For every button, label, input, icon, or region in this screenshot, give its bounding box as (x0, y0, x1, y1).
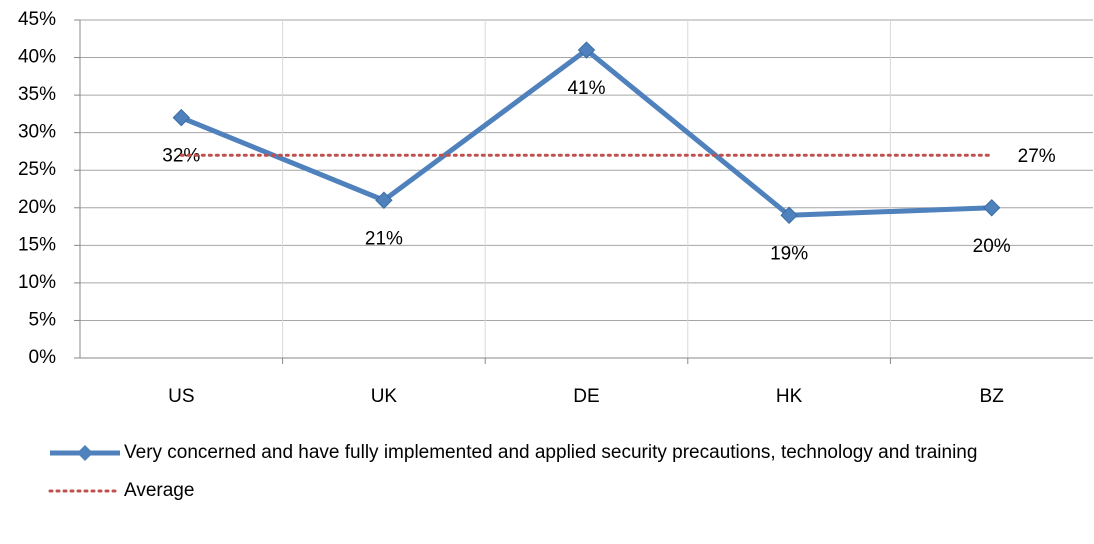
legend-item: Very concerned and have fully implemente… (0, 440, 1094, 466)
x-tick-label: UK (371, 386, 398, 407)
data-label: 21% (365, 228, 403, 249)
y-tick-label: 35% (18, 84, 56, 105)
y-tick-label: 5% (29, 309, 57, 330)
legend-key (50, 445, 120, 461)
data-label: 41% (567, 78, 605, 99)
y-tick-label: 40% (18, 47, 56, 68)
legend-item: Average (0, 478, 1094, 504)
data-point (577, 41, 596, 59)
legend-marker (77, 445, 93, 461)
x-tick-label: HK (776, 386, 803, 407)
y-tick-label: 15% (18, 234, 56, 255)
y-tick-label: 20% (18, 197, 56, 218)
y-tick-label: 30% (18, 122, 56, 143)
legend-key (48, 489, 120, 493)
y-tick-label: 0% (29, 347, 57, 368)
data-label: 27% (1018, 146, 1056, 167)
x-tick-label: DE (573, 386, 599, 407)
chart: 0%5%10%15%20%25%30%35%40%45%US UK DE HK BZ32… (18, 9, 1093, 407)
y-tick-label: 45% (18, 9, 56, 30)
data-point (375, 191, 393, 209)
data-point (982, 199, 1001, 217)
legend-label: Average (124, 480, 195, 501)
legend: Very concerned and have fully implemente… (0, 440, 1094, 516)
legend-label: Very concerned and have fully implemente… (124, 442, 978, 463)
data-point (780, 206, 798, 224)
x-tick-label: BZ (980, 386, 1005, 407)
x-tick-label: US (168, 386, 194, 407)
data-label: 20% (973, 236, 1011, 257)
y-tick-label: 10% (18, 272, 56, 293)
data-point (172, 108, 191, 127)
data-label: 19% (770, 243, 808, 264)
y-tick-label: 25% (18, 159, 56, 180)
